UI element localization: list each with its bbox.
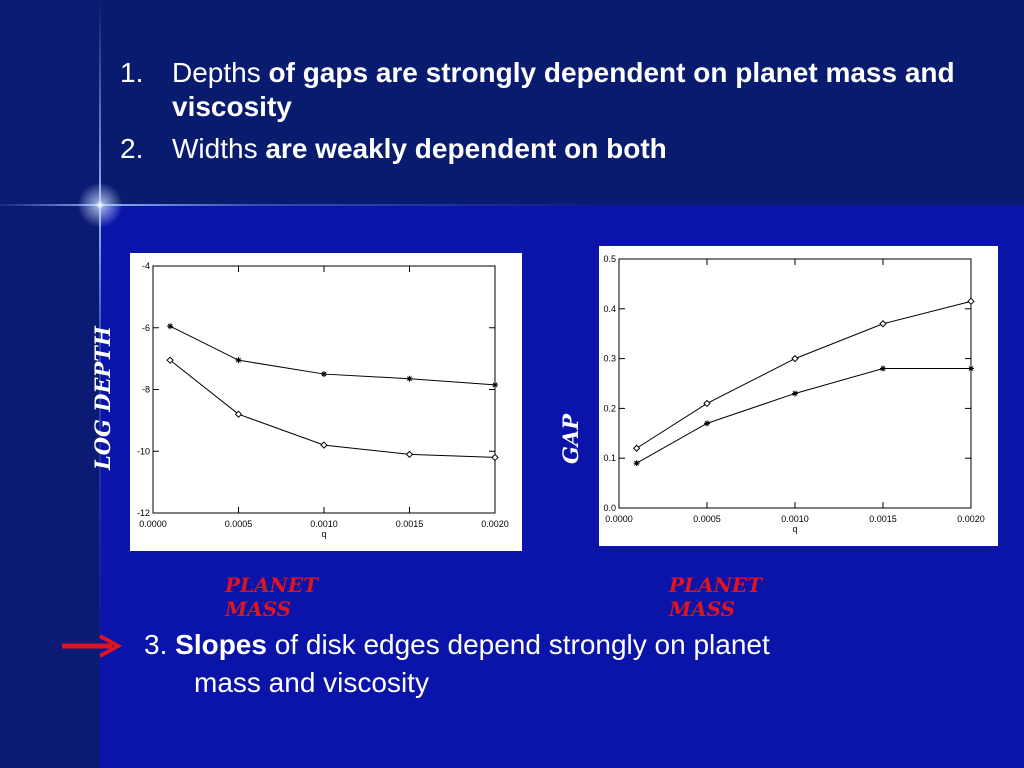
bullet-list: 1. Depths of gaps are strongly dependent…	[120, 56, 1000, 174]
x-tick-label: 0.0020	[957, 514, 985, 524]
bullet-bold: are weakly dependent on both	[265, 133, 667, 164]
x-caption-line: PLANET	[669, 573, 763, 597]
point-3-text-line1: of disk edges depend strongly on planet	[274, 629, 770, 660]
y-caption-depth: LOG DEPTH	[90, 326, 115, 470]
x-tick-label: 0.0000	[605, 514, 633, 524]
y-tick-label: -4	[142, 261, 150, 271]
x-caption-line: MASS	[225, 597, 292, 621]
x-tick-label: 0.0010	[781, 514, 809, 524]
data-point-asterisk	[167, 323, 174, 330]
point-3-number: 3.	[144, 629, 168, 660]
series-line	[169, 325, 496, 386]
x-caption-line: PLANET	[225, 573, 319, 597]
x-tick-label: 0.0010	[310, 519, 338, 529]
x-tick-label: 0.0000	[139, 519, 167, 529]
y-tick-label: -6	[142, 323, 150, 333]
arrow-right-icon	[62, 634, 123, 658]
y-tick-label: -10	[137, 446, 150, 456]
plot-frame	[152, 265, 496, 514]
bullet-bold: of gaps are strongly dependent on planet…	[172, 57, 955, 122]
title-band	[0, 0, 1024, 205]
sparkle-decoration	[60, 165, 140, 245]
bullet-plain: Depths	[172, 57, 261, 88]
data-point-diamond	[879, 320, 887, 328]
y-tick-label: 0.0	[603, 503, 616, 513]
data-point-diamond	[703, 399, 711, 408]
data-point-diamond	[491, 453, 499, 462]
data-point-diamond	[320, 441, 328, 449]
y-tick-label: 0.1	[603, 453, 616, 463]
y-tick-label: 0.5	[603, 254, 616, 264]
x-tick-label: 0.0005	[225, 519, 253, 529]
point-3-bold: Slopes	[175, 629, 267, 660]
x-caption-depth: PLANET MASS	[225, 573, 355, 621]
x-caption-line: MASS	[669, 597, 736, 621]
data-point-asterisk	[235, 357, 242, 364]
x-axis-label: q	[792, 524, 797, 534]
data-point-asterisk	[406, 375, 413, 382]
chart-gap: 0.0000 0.0005 0.0010 0.0015 0.0020 q 0.0 0.1 0.2…	[603, 254, 985, 534]
data-point-asterisk	[880, 365, 886, 372]
y-tick-label: -8	[142, 385, 150, 395]
data-point-diamond	[791, 354, 799, 363]
y-tick-label: 0.2	[603, 403, 616, 413]
bullet-plain: Widths	[172, 133, 258, 164]
bullet-item-1: 1. Depths of gaps are strongly dependent…	[120, 56, 1000, 124]
bullet-number: 2.	[120, 133, 144, 164]
data-point-asterisk	[321, 371, 327, 378]
data-point-diamond	[234, 410, 243, 418]
data-point-diamond	[967, 297, 975, 306]
data-point-diamond	[405, 450, 414, 459]
data-point-asterisk	[792, 390, 798, 397]
y-tick-label: 0.3	[603, 354, 616, 364]
bullet-item-2: 2. Widths are weakly dependent on both	[120, 132, 1000, 166]
point-3-text-line2: mass and viscosity	[194, 667, 429, 698]
chart-panel-depth: 0.0000 0.0005 0.0010 0.0015 0.0020 q -12 -10 -8 -…	[130, 253, 522, 551]
chart-depth: 0.0000 0.0005 0.0010 0.0015 0.0020 q -12 -10 -8 -…	[137, 261, 509, 539]
y-caption-gap: GAP	[558, 413, 583, 464]
point-3: 3. Slopes of disk edges depend strongly …	[144, 626, 984, 702]
data-point-asterisk	[492, 381, 498, 388]
data-point-diamond	[166, 356, 174, 364]
horizontal-light-line	[0, 204, 1024, 206]
data-point-asterisk	[968, 365, 974, 372]
y-tick-label: -12	[137, 508, 150, 518]
x-tick-label: 0.0015	[396, 519, 424, 529]
chart-panel-gap: 0.0000 0.0005 0.0010 0.0015 0.0020 q 0.0 0.1 0.2…	[599, 246, 998, 546]
data-point-asterisk	[704, 420, 710, 427]
x-tick-label: 0.0015	[869, 514, 897, 524]
y-tick-label: 0.4	[603, 304, 616, 314]
vertical-light-line	[99, 0, 101, 768]
x-axis-label: q	[321, 529, 326, 539]
x-caption-gap: PLANET MASS	[669, 573, 799, 621]
data-point-diamond	[632, 444, 641, 452]
x-tick-label: 0.0020	[481, 519, 509, 529]
bullet-text: Widths are weakly dependent on both	[172, 132, 667, 166]
x-tick-label: 0.0005	[693, 514, 721, 524]
bullet-text: Depths of gaps are strongly dependent on…	[172, 56, 1000, 124]
bullet-number: 1.	[120, 57, 144, 88]
data-point-asterisk	[633, 460, 640, 467]
plot-frame	[618, 258, 972, 509]
left-band	[0, 0, 100, 768]
series-line	[636, 300, 972, 449]
